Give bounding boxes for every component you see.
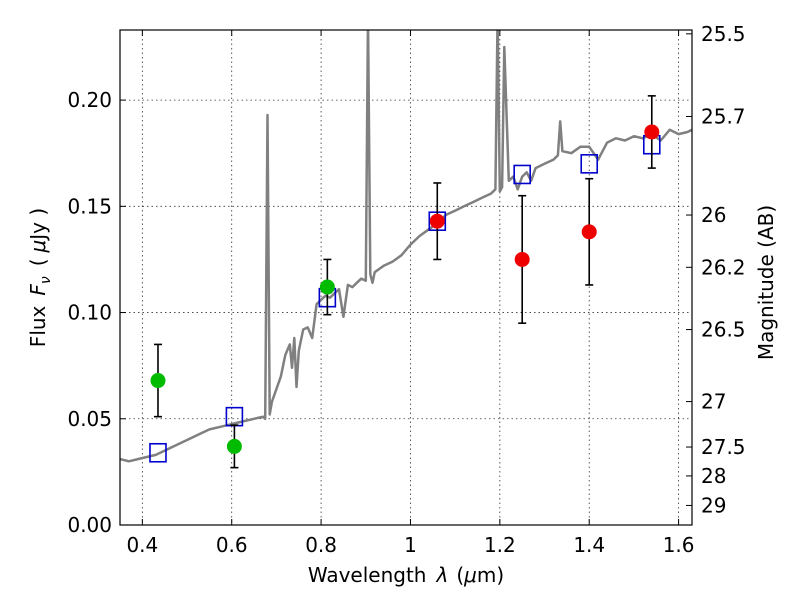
observed-point-0-1 [226,424,242,469]
observed-marker [581,224,597,240]
x-tick-label-1: 0.6 [216,533,248,557]
y-tick-label-3: 0.15 [67,194,112,218]
model-band-square-5 [580,154,599,174]
model-band-square-4 [513,164,531,185]
x-tick-label-5: 1.4 [573,533,605,557]
y2-tick-label-0: 25.5 [701,22,746,46]
y-tick-label-0: 0.00 [67,513,112,537]
y-tick-label-1: 0.05 [67,407,112,431]
observed-marker [226,438,242,454]
observed-point-0-2 [319,258,335,316]
y2-tick-label-3: 26.2 [701,255,746,279]
x-tick-label-6: 1.6 [663,533,695,557]
x-axis-label: Wavelength λ (μm) [308,563,504,587]
observed-marker [644,124,660,140]
y2-tick-label-1: 25.7 [701,104,746,128]
plot-frame [119,29,693,526]
x-tick-label-3: 1 [404,533,417,557]
grid [120,30,692,526]
y2-tick-label-7: 28 [701,464,726,488]
model-spectrum-line [120,30,692,463]
y2-tick-label-5: 27 [701,390,726,414]
model-band-markers [149,134,661,463]
axis-ticks: 0.4 0.6 0.8 1 1.2 1.4 1.6 0.00 0.05 0.10 0.15 0.20 2… [67,22,745,557]
y2-tick-label-4: 26.5 [701,318,746,342]
observed-points [150,95,660,469]
observed-point-1-1 [514,194,530,324]
x-tick-label-0: 0.4 [126,533,158,557]
y-tick-label-2: 0.10 [67,301,112,325]
y2-tick-label-2: 26 [701,203,726,227]
observed-point-0-0 [150,343,166,418]
observed-marker [319,279,335,295]
observed-marker [429,213,445,229]
y2-axis-label: Magnitude (AB) [754,205,778,360]
observed-point-1-3 [644,95,660,169]
observed-marker [514,251,530,267]
model-band-square-0 [149,442,167,463]
observed-marker [150,373,166,389]
observed-point-1-0 [429,182,445,261]
x-tick-label-4: 1.2 [484,533,516,557]
y-tick-label-4: 0.20 [67,88,112,112]
y-axis-label: FluxFν(μJy ) [26,208,54,347]
observed-point-1-2 [581,177,597,286]
x-tick-label-2: 0.8 [305,533,337,557]
y2-tick-label-6: 27.5 [701,435,746,459]
y2-tick-label-8: 29 [701,493,726,517]
